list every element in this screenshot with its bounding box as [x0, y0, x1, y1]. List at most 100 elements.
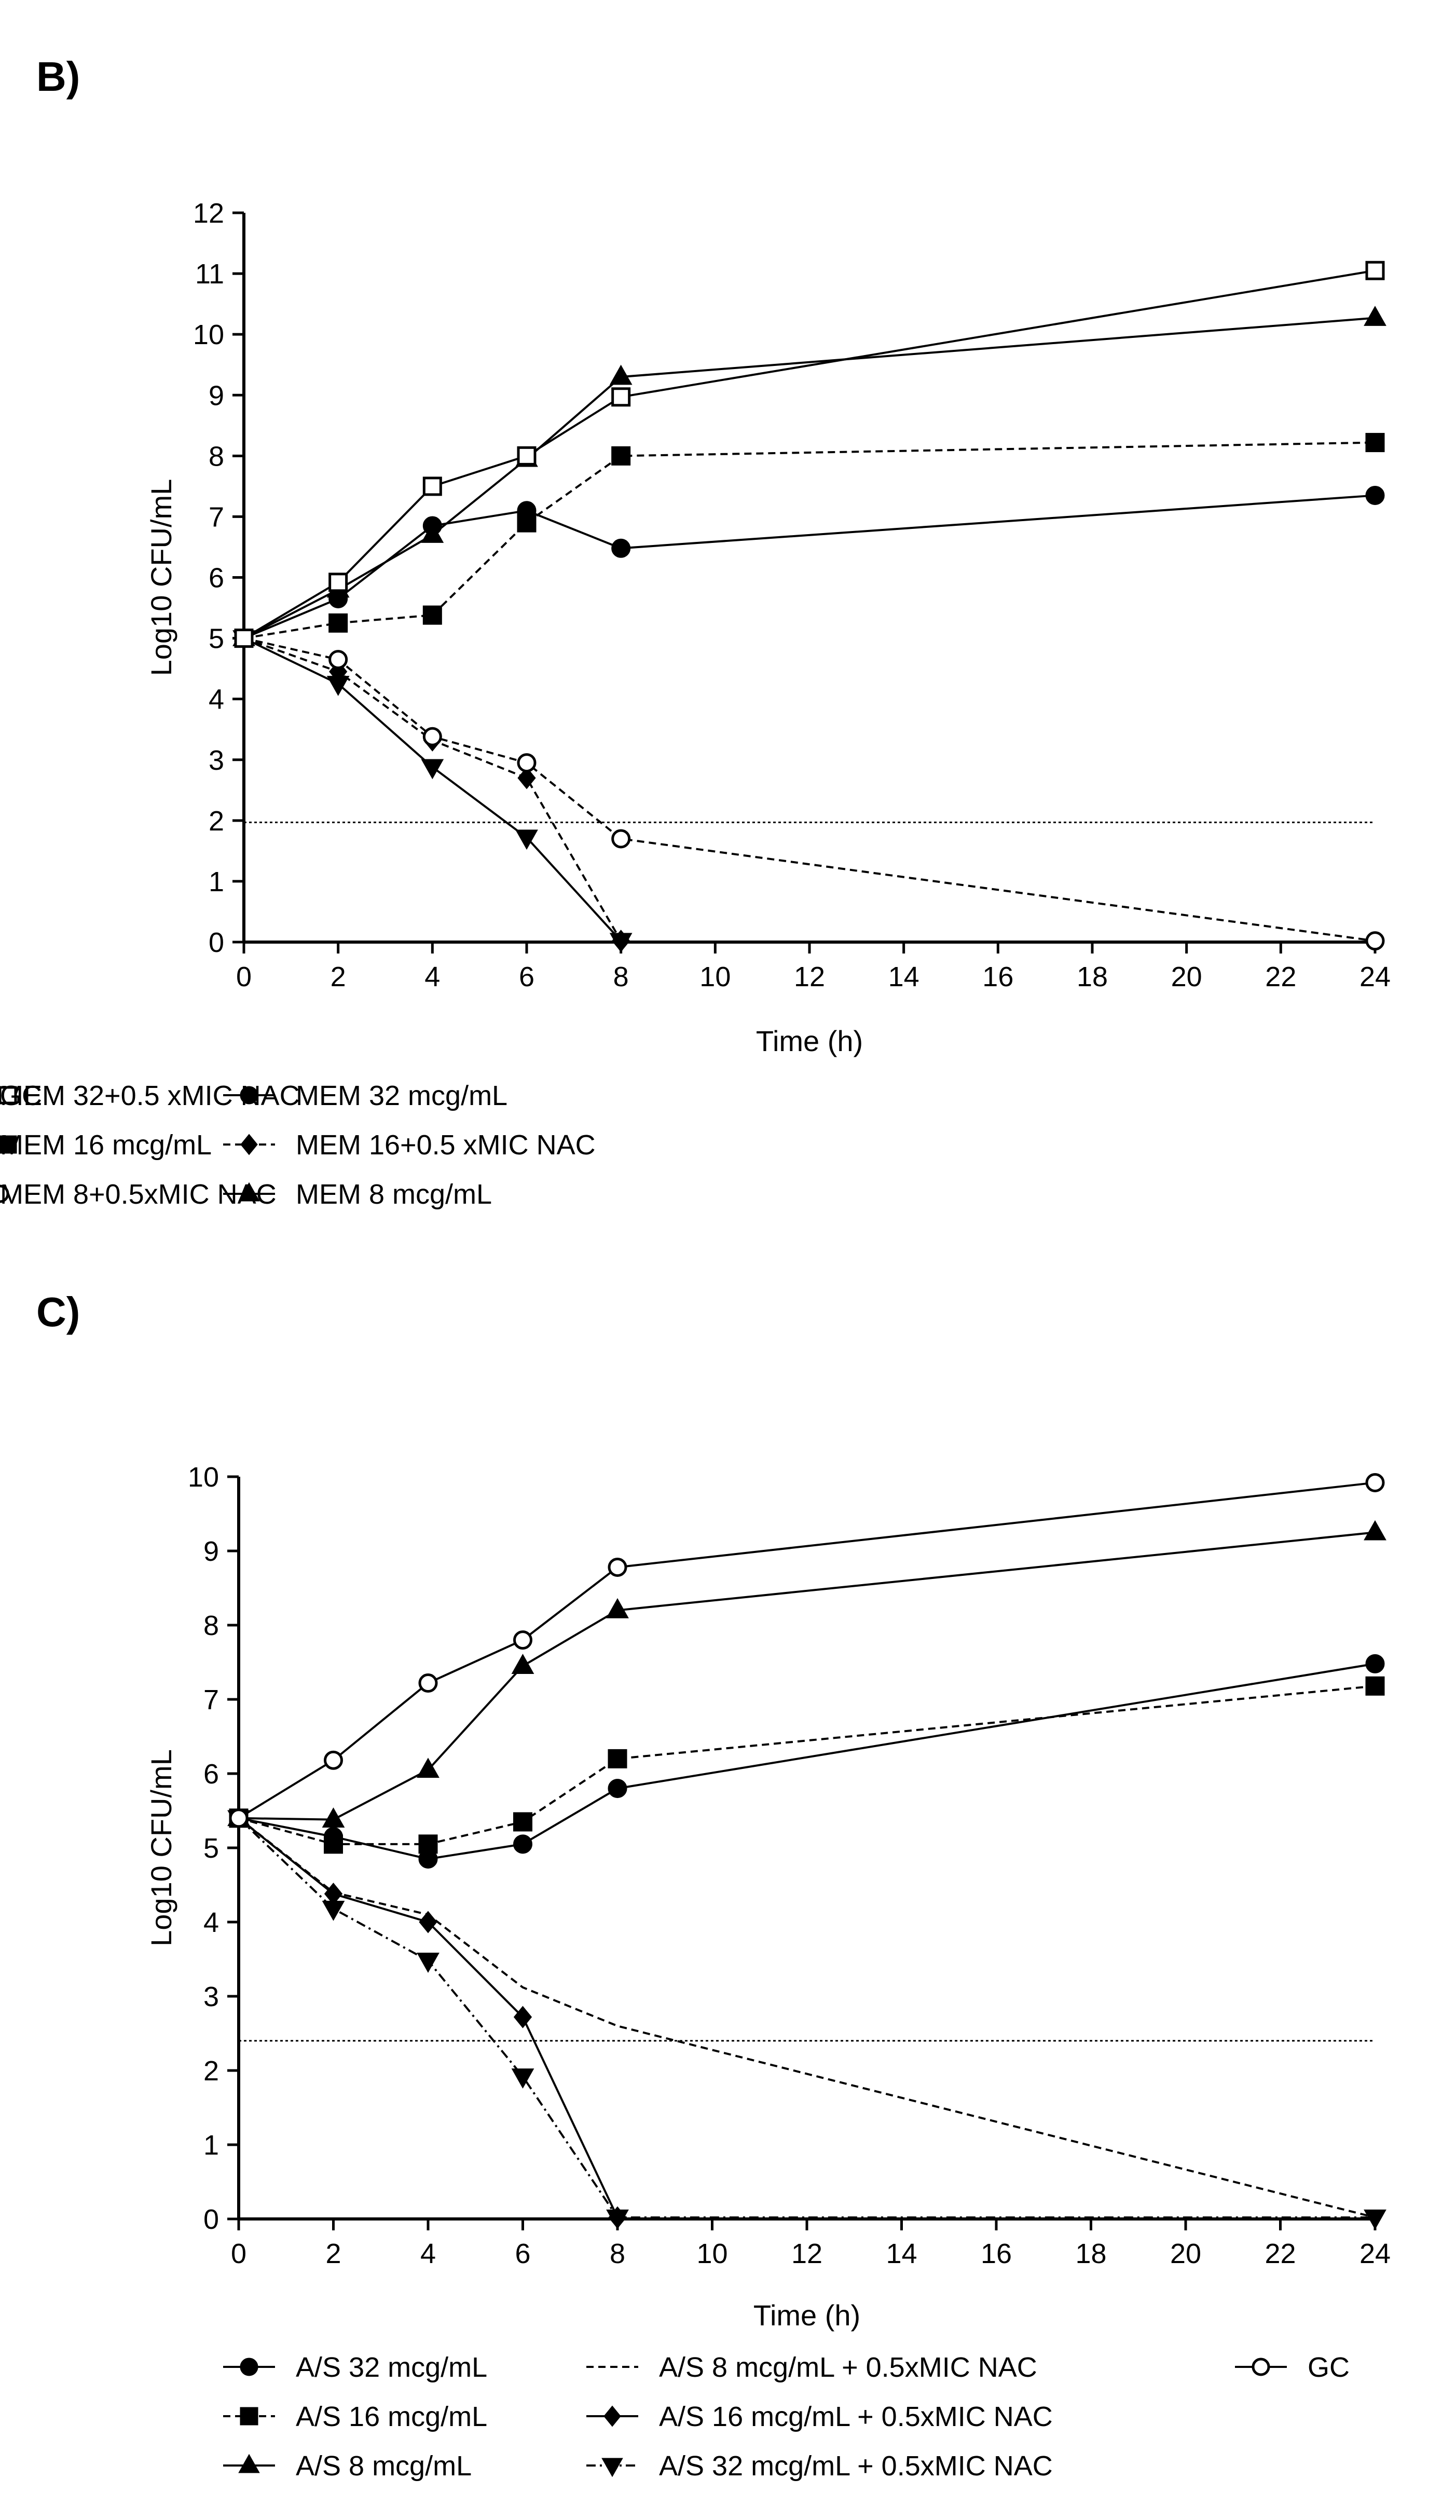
panel-label: C): [36, 1289, 80, 1335]
legend-entry: A/S 16 mcg/mL: [223, 2401, 487, 2432]
x-tick-label: 24: [1359, 2238, 1391, 2269]
x-tick-label: 4: [424, 961, 440, 992]
y-tick-label: 1: [203, 2130, 219, 2161]
data-point: [234, 629, 254, 648]
data-point: [513, 1630, 532, 1650]
legend-entry: MEM 16+0.5 xMIC NAC: [223, 1129, 596, 1161]
series-3: [232, 306, 1386, 646]
series-line: [238, 1817, 1376, 2219]
y-tick-label: 10: [193, 319, 224, 350]
legend-marker: [1252, 2358, 1270, 2376]
x-axis-title: Time (h): [756, 1025, 863, 1057]
y-tick-label: 4: [209, 684, 224, 715]
legend-marker: [240, 1134, 258, 1155]
x-tick-label: 8: [613, 961, 629, 992]
legend-marker: [0, 1086, 17, 1105]
y-tick-label: 0: [203, 2204, 219, 2235]
data-point: [513, 1812, 532, 1832]
data-point: [418, 1673, 438, 1693]
data-point: [421, 759, 444, 780]
y-tick-label: 12: [193, 198, 224, 229]
x-tick-label: 10: [696, 2238, 727, 2269]
legend-label: MEM 8+0.5xMIC NAC: [0, 1179, 277, 1210]
data-point: [611, 538, 631, 558]
legend-entry: A/S 16 mcg/mL + 0.5xMIC NAC: [586, 2401, 1053, 2432]
data-point: [606, 2209, 629, 2230]
series-line: [243, 441, 1376, 639]
x-tick-label: 20: [1171, 961, 1202, 992]
series-line: [243, 494, 1376, 639]
legend-label: A/S 32 mcg/mL + 0.5xMIC NAC: [659, 2450, 1053, 2482]
legend-entry: MEM 16 mcg/mL: [0, 1129, 212, 1161]
x-tick-label: 18: [1077, 961, 1108, 992]
series-line: [238, 1817, 619, 2218]
legend-label: MEM 32 mcg/mL: [296, 1080, 507, 1111]
series-line: [238, 1685, 1376, 1845]
legend-entry: MEM 8+0.5xMIC NAC: [0, 1179, 277, 1210]
series-6: [227, 1810, 1386, 2230]
legend-label: A/S 16 mcg/mL: [296, 2401, 487, 2432]
legend-entry: MEM 32+0.5 xMIC NAC: [0, 1080, 300, 1111]
legend-label: GC: [1308, 2352, 1350, 2383]
data-point: [608, 1779, 627, 1799]
x-tick-label: 4: [420, 2238, 436, 2269]
data-point: [608, 1749, 627, 1768]
data-point: [517, 513, 537, 533]
y-axis-title: Log10 CFU/mL: [145, 479, 177, 676]
y-tick-label: 2: [203, 2055, 219, 2087]
legend-label: A/S 8 mcg/mL: [296, 2450, 472, 2482]
legend-label: A/S 16 mcg/mL + 0.5xMIC NAC: [659, 2401, 1053, 2432]
y-tick-label: 8: [209, 441, 224, 472]
data-point: [611, 387, 631, 407]
legend-marker: [0, 1135, 17, 1154]
x-tick-label: 14: [888, 961, 919, 992]
data-point: [1364, 1520, 1386, 1541]
series-2: [234, 433, 1385, 648]
data-point: [422, 476, 442, 496]
x-tick-label: 16: [981, 2238, 1012, 2269]
legend-label: GC: [0, 1080, 42, 1111]
legend-entry: GC: [1235, 2352, 1350, 2383]
y-tick-label: 10: [188, 1462, 219, 1493]
legend-marker: [240, 2407, 258, 2426]
y-tick-label: 11: [195, 258, 224, 290]
legend-entry: GC: [0, 1080, 42, 1111]
y-tick-label: 5: [203, 1833, 219, 1864]
y-tick-label: 9: [209, 380, 224, 411]
x-tick-label: 22: [1265, 2238, 1296, 2269]
data-point: [324, 1750, 343, 1770]
y-tick-label: 5: [209, 623, 224, 655]
legend-marker: [0, 1184, 9, 1203]
legend-marker: [240, 1086, 258, 1105]
data-point: [322, 1807, 345, 1828]
y-tick-label: 6: [209, 563, 224, 594]
series-line: [238, 1663, 1376, 1860]
legend-entry: MEM 8 mcg/mL: [223, 1179, 492, 1210]
data-point: [1365, 261, 1385, 280]
x-tick-label: 6: [515, 2238, 530, 2269]
legend-entry: MEM 32 mcg/mL: [223, 1080, 507, 1111]
legend-marker: [603, 2405, 621, 2427]
data-point: [1364, 2209, 1386, 2230]
x-tick-label: 24: [1359, 961, 1391, 992]
legend-marker: [238, 2454, 260, 2473]
legend-entry: A/S 8 mcg/mL: [223, 2450, 472, 2482]
series-6: [234, 629, 1385, 951]
y-tick-label: 7: [203, 1684, 219, 1715]
data-point: [1365, 1473, 1385, 1492]
data-point: [513, 1834, 532, 1854]
data-point: [606, 1598, 629, 1618]
series-1: [229, 1654, 1385, 1869]
data-point: [1365, 1676, 1385, 1696]
x-tick-label: 18: [1075, 2238, 1106, 2269]
x-tick-label: 22: [1265, 961, 1296, 992]
legend-label: MEM 16 mcg/mL: [0, 1129, 212, 1161]
series-7: [234, 261, 1385, 648]
x-tick-label: 14: [886, 2238, 917, 2269]
y-tick-label: 4: [203, 1907, 219, 1938]
legend-marker: [240, 2358, 258, 2376]
y-axis-title: Log10 CFU/mL: [145, 1749, 177, 1946]
data-point: [609, 364, 633, 385]
data-point: [611, 446, 631, 466]
